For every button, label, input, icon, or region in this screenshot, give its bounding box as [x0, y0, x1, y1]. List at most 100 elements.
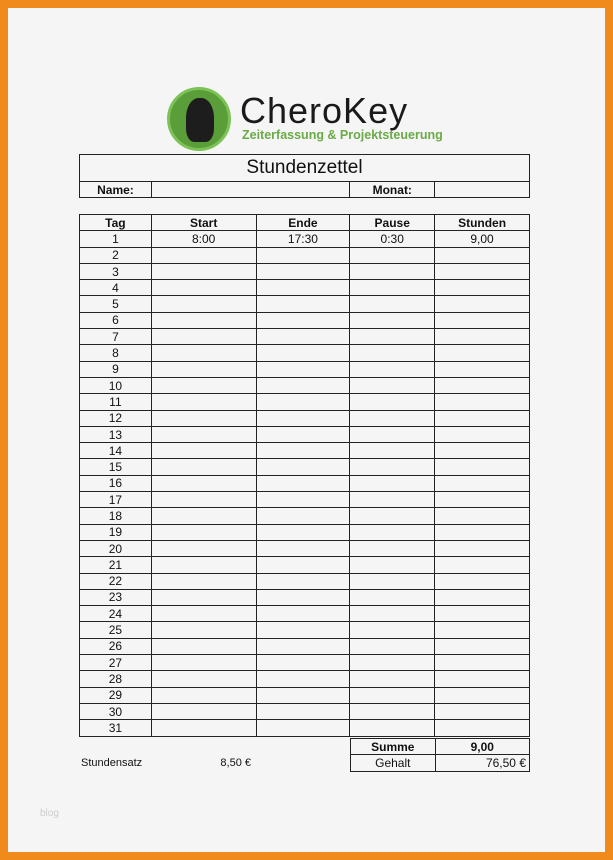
- time-cell[interactable]: [150, 376, 257, 395]
- name-field[interactable]: [150, 180, 351, 199]
- time-cell[interactable]: [150, 393, 257, 411]
- time-cell[interactable]: [255, 539, 351, 558]
- time-cell[interactable]: [349, 637, 436, 656]
- time-cell[interactable]: [434, 637, 530, 656]
- time-cell[interactable]: [349, 621, 436, 639]
- time-cell[interactable]: [349, 376, 436, 395]
- time-cell[interactable]: [349, 262, 436, 281]
- time-cell[interactable]: [150, 328, 257, 346]
- time-cell[interactable]: [255, 686, 351, 704]
- time-cell[interactable]: [434, 246, 530, 264]
- time-cell[interactable]: [255, 311, 351, 330]
- time-cell[interactable]: 9,00: [434, 230, 530, 248]
- time-cell[interactable]: [434, 686, 530, 704]
- time-cell[interactable]: [349, 344, 436, 362]
- time-cell[interactable]: [150, 654, 257, 672]
- time-cell[interactable]: [150, 311, 257, 330]
- time-cell[interactable]: [434, 556, 530, 574]
- time-cell[interactable]: [349, 686, 436, 704]
- time-cell[interactable]: [434, 409, 530, 427]
- time-cell[interactable]: [255, 621, 351, 639]
- time-cell[interactable]: [150, 262, 257, 281]
- time-cell[interactable]: [349, 491, 436, 509]
- time-cell[interactable]: [255, 458, 351, 476]
- time-cell[interactable]: [349, 279, 436, 297]
- time-cell[interactable]: [349, 605, 436, 623]
- time-cell[interactable]: [255, 637, 351, 656]
- time-cell[interactable]: [255, 425, 351, 444]
- time-cell[interactable]: [150, 409, 257, 427]
- time-cell[interactable]: [150, 621, 257, 639]
- time-cell[interactable]: [255, 507, 351, 525]
- time-cell[interactable]: [150, 556, 257, 574]
- time-cell[interactable]: [255, 654, 351, 672]
- time-cell[interactable]: [434, 262, 530, 281]
- time-cell[interactable]: [434, 523, 530, 541]
- time-cell[interactable]: [349, 458, 436, 476]
- time-cell[interactable]: [434, 572, 530, 590]
- time-cell[interactable]: [255, 442, 351, 460]
- time-cell[interactable]: [150, 279, 257, 297]
- time-cell[interactable]: [349, 328, 436, 346]
- time-cell[interactable]: [255, 605, 351, 623]
- time-cell[interactable]: [255, 409, 351, 427]
- time-cell[interactable]: [434, 588, 530, 607]
- time-cell[interactable]: [349, 539, 436, 558]
- time-cell[interactable]: [255, 556, 351, 574]
- time-cell[interactable]: [349, 409, 436, 427]
- time-cell[interactable]: [434, 279, 530, 297]
- time-cell[interactable]: [255, 702, 351, 721]
- month-field[interactable]: [434, 180, 530, 199]
- time-cell[interactable]: [255, 719, 351, 737]
- time-cell[interactable]: [255, 295, 351, 313]
- time-cell[interactable]: [255, 572, 351, 590]
- time-cell[interactable]: [434, 670, 530, 688]
- time-cell[interactable]: [434, 719, 530, 737]
- time-cell[interactable]: [150, 702, 257, 721]
- time-cell[interactable]: [255, 360, 351, 378]
- time-cell[interactable]: [434, 654, 530, 672]
- time-cell[interactable]: [349, 425, 436, 444]
- time-cell[interactable]: [150, 588, 257, 607]
- time-cell[interactable]: [349, 702, 436, 721]
- time-cell[interactable]: [349, 360, 436, 378]
- time-cell[interactable]: [255, 588, 351, 607]
- time-cell[interactable]: [349, 246, 436, 264]
- time-cell[interactable]: [349, 523, 436, 541]
- time-cell[interactable]: [434, 295, 530, 313]
- time-cell[interactable]: [434, 376, 530, 395]
- time-cell[interactable]: [349, 654, 436, 672]
- time-cell[interactable]: [349, 588, 436, 607]
- time-cell[interactable]: [434, 360, 530, 378]
- time-cell[interactable]: [349, 295, 436, 313]
- time-cell[interactable]: 17:30: [255, 230, 351, 248]
- time-cell[interactable]: [434, 702, 530, 721]
- time-cell[interactable]: [434, 328, 530, 346]
- time-cell[interactable]: [255, 670, 351, 688]
- time-cell[interactable]: [349, 670, 436, 688]
- time-cell[interactable]: [255, 328, 351, 346]
- time-cell[interactable]: [434, 507, 530, 525]
- time-cell[interactable]: 0:30: [349, 230, 436, 248]
- time-cell[interactable]: [255, 376, 351, 395]
- time-cell[interactable]: [255, 491, 351, 509]
- time-cell[interactable]: [150, 474, 257, 493]
- time-cell[interactable]: [150, 295, 257, 313]
- time-cell[interactable]: [255, 393, 351, 411]
- time-cell[interactable]: [150, 523, 257, 541]
- time-cell[interactable]: [150, 637, 257, 656]
- time-cell[interactable]: [255, 344, 351, 362]
- time-cell[interactable]: [434, 474, 530, 493]
- time-cell[interactable]: [349, 507, 436, 525]
- time-cell[interactable]: [349, 572, 436, 590]
- time-cell[interactable]: [434, 442, 530, 460]
- time-cell[interactable]: [150, 605, 257, 623]
- time-cell[interactable]: [434, 621, 530, 639]
- time-cell[interactable]: [434, 425, 530, 444]
- time-cell[interactable]: [349, 719, 436, 737]
- time-cell[interactable]: [150, 491, 257, 509]
- time-cell[interactable]: [255, 523, 351, 541]
- time-cell[interactable]: 8:00: [150, 230, 257, 248]
- time-cell[interactable]: [150, 458, 257, 476]
- time-cell[interactable]: [255, 474, 351, 493]
